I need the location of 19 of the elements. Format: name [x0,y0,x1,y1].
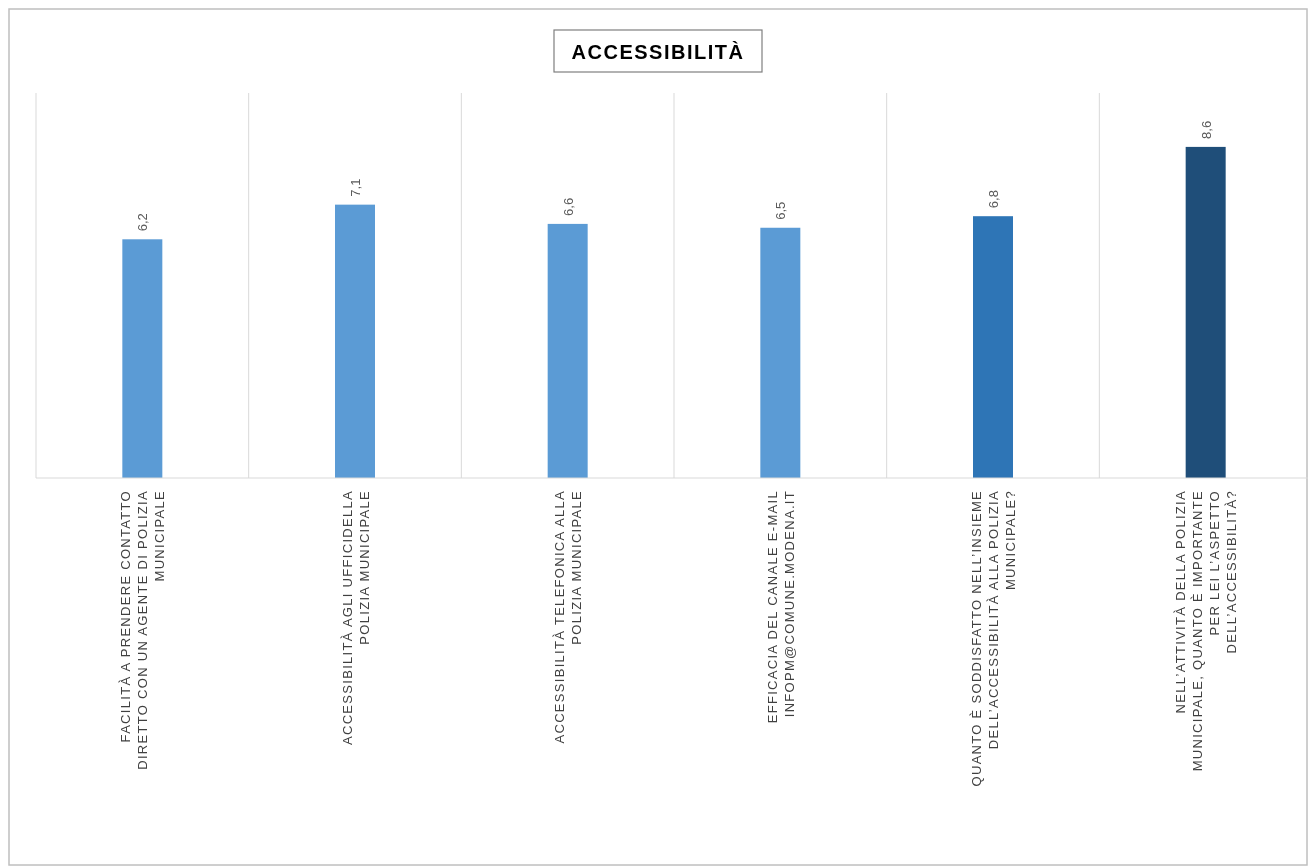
bar [973,216,1013,478]
bar [335,204,375,478]
bar [760,227,801,478]
bar [547,223,588,478]
x-tick-label: NELL’ATTIVITÀ DELLA POLIZIA MUNICIPALE, QUANTO È IMPORTANTE PER LEI L’ASPETTO DELL’ACCESSIBILITÀ? [1173,490,1240,772]
x-tick-label: QUANTO È SODDISFATTO NELL’INSIEME DELL’ACCESSIBILITÀ ALLA POLIZIA MUNICIPALE? [969,490,1018,787]
x-tick-label: ACCESSIBILITÀ AGLI UFFICIDELLA POLIZIA MUNICIPALE [339,490,372,746]
data-label: 6,8 [986,190,1001,209]
data-label: 6,5 [773,201,789,220]
bar [1185,146,1226,478]
chart-title: ACCESSIBILITÀ [571,41,745,63]
x-tick-label: EFFICACIA DEL CANALE E-MAIL INFOPM@COMUNE.MODENA.IT [764,490,797,724]
data-label: 6,2 [135,213,151,232]
x-tick-label: FACILITÀ A PRENDERE CONTATTO DIRETTO CON UN AGENTE DI POLIZIA MUNICIPALE [118,490,168,770]
x-tick-label: ACCESSIBILITÀ TELEFONICA ALLA POLIZIA MUNICIPALE [552,490,585,744]
data-label: 6,6 [560,197,576,216]
bar [122,239,163,478]
data-label: 7,1 [348,178,363,197]
data-label: 8,6 [1198,120,1214,139]
